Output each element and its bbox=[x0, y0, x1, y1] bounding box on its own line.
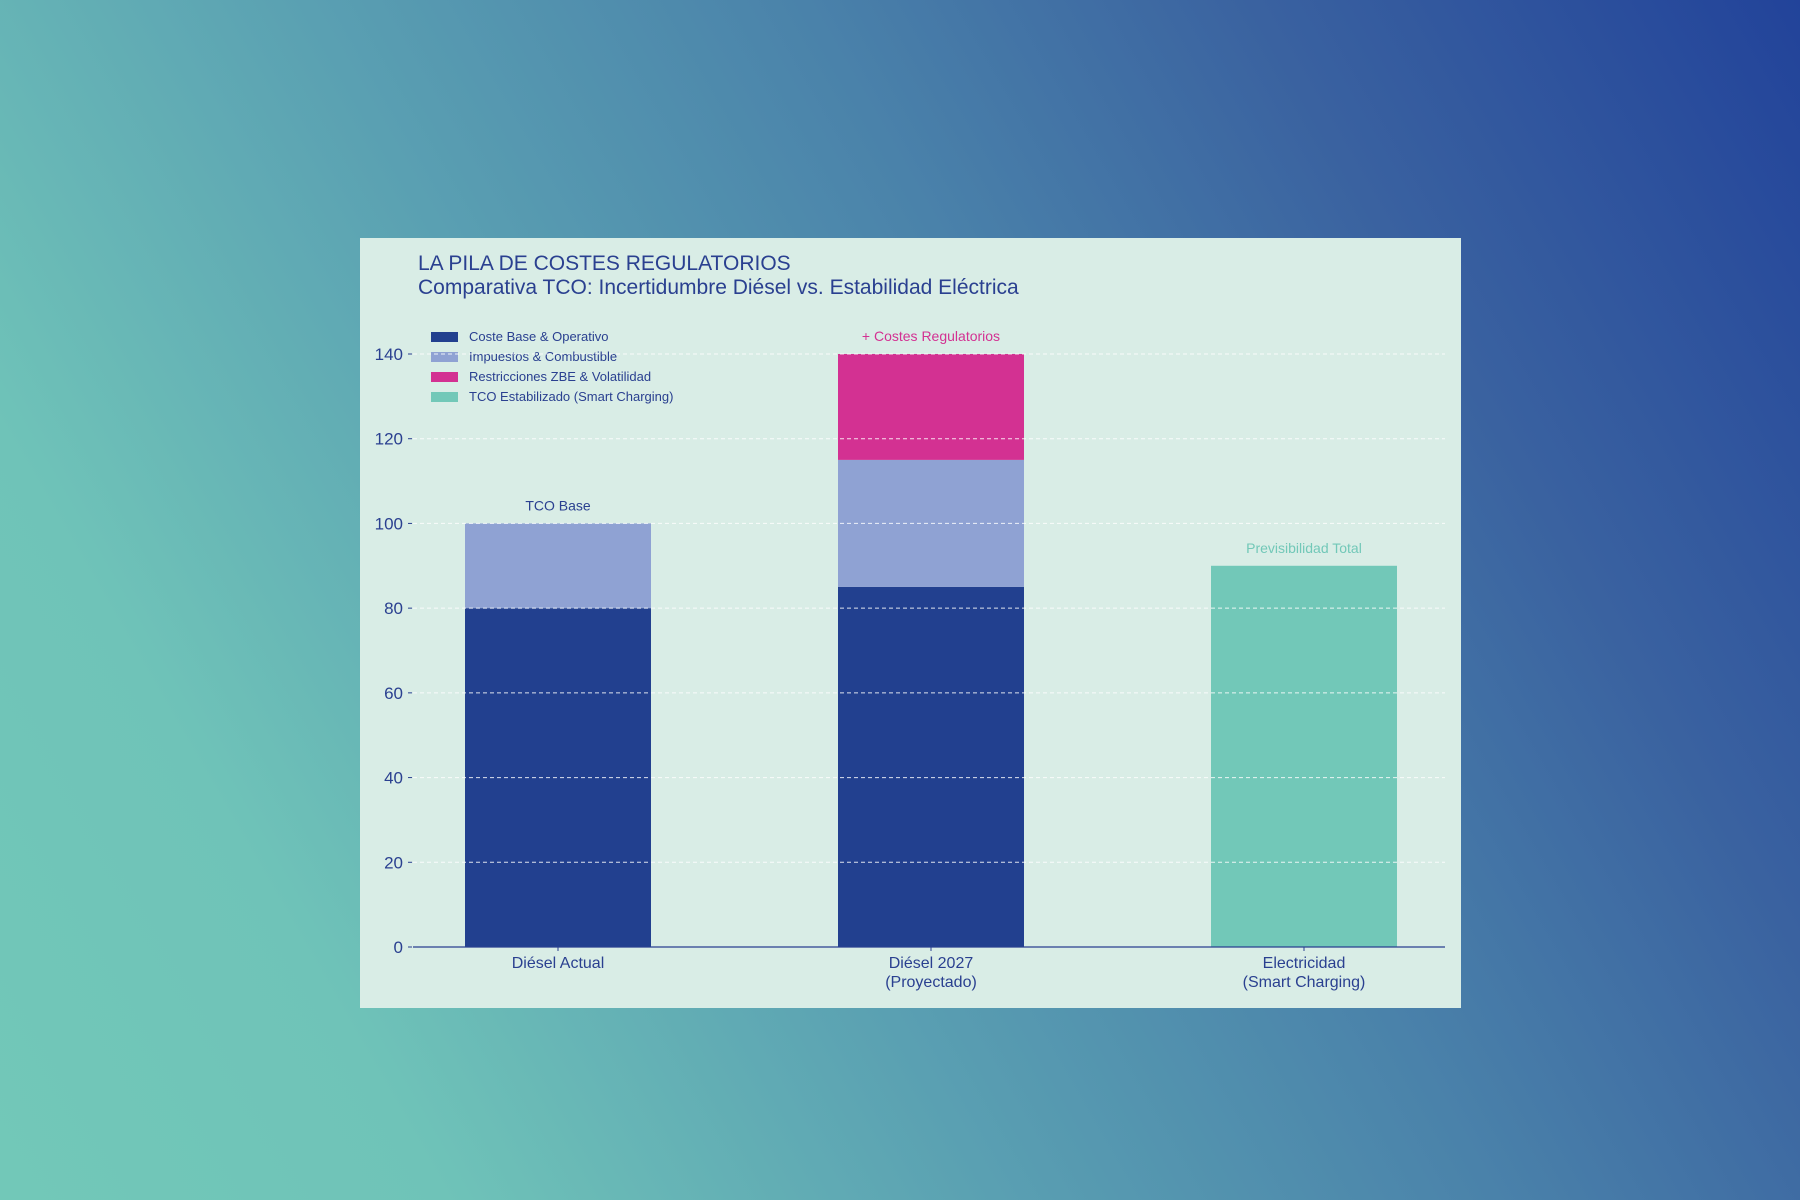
x-tick-label: (Smart Charging) bbox=[1243, 974, 1366, 991]
legend-label: TCO Estabilizado (Smart Charging) bbox=[469, 389, 673, 404]
chart-subtitle: Comparativa TCO: Incertidumbre Diésel vs… bbox=[418, 276, 1019, 299]
x-tick-label: Diésel Actual bbox=[512, 955, 605, 972]
x-tick-label: Electricidad bbox=[1263, 955, 1346, 972]
stacked-bar-chart: LA PILA DE COSTES REGULATORIOS Comparati… bbox=[375, 252, 1445, 991]
annotation-label: TCO Base bbox=[525, 497, 591, 513]
annotations: TCO Base + Costes Regulatorios Previsibili… bbox=[525, 328, 1362, 556]
axes: 0 20 40 60 80 100 120 140 Diésel Actual Diésel 20… bbox=[375, 345, 1445, 991]
legend-swatch bbox=[431, 372, 458, 382]
legend-swatch bbox=[431, 392, 458, 402]
annotation-label: Previsibilidad Total bbox=[1246, 540, 1362, 556]
bar-segment bbox=[838, 586, 1024, 947]
y-tick-label: 0 bbox=[394, 938, 403, 957]
y-tick-label: 140 bbox=[375, 345, 403, 364]
y-tick-label: 80 bbox=[384, 599, 403, 618]
gridlines bbox=[413, 353, 1445, 863]
chart-panel: LA PILA DE COSTES REGULATORIOS Comparati… bbox=[360, 238, 1461, 1008]
legend-label: Coste Base & Operativo bbox=[469, 329, 608, 344]
legend-swatch bbox=[431, 332, 458, 342]
bar-segment bbox=[465, 523, 651, 609]
x-tick-label: Diésel 2027 bbox=[889, 955, 974, 972]
chart-title: LA PILA DE COSTES REGULATORIOS bbox=[418, 252, 791, 275]
y-tick-label: 20 bbox=[384, 853, 403, 872]
legend: Coste Base & Operativo Impuestos & Combus… bbox=[431, 329, 673, 404]
y-tick-label: 120 bbox=[375, 430, 403, 449]
annotation-label: + Costes Regulatorios bbox=[862, 328, 1000, 344]
y-tick-label: 60 bbox=[384, 684, 403, 703]
bar-segment bbox=[1211, 565, 1397, 947]
x-tick-label: (Proyectado) bbox=[885, 974, 977, 991]
legend-label: Impuestos & Combustible bbox=[469, 349, 617, 364]
legend-swatch bbox=[431, 352, 458, 362]
y-tick-label: 100 bbox=[375, 514, 403, 533]
bar-segment bbox=[838, 354, 1024, 460]
legend-label: Restricciones ZBE & Volatilidad bbox=[469, 369, 651, 384]
y-tick-label: 40 bbox=[384, 769, 403, 788]
bars bbox=[465, 354, 1397, 947]
